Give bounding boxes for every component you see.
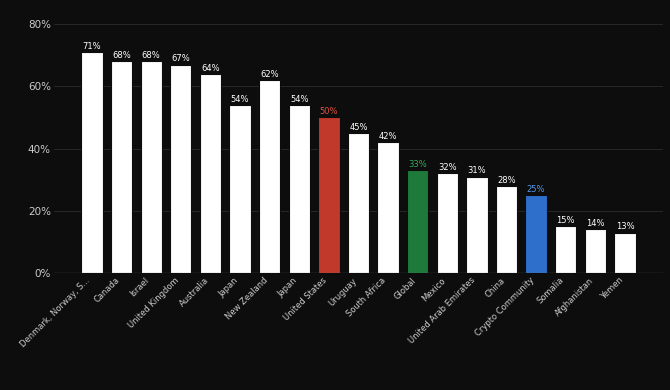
Text: 33%: 33% xyxy=(408,160,427,169)
Bar xyxy=(259,80,280,273)
Bar xyxy=(289,105,310,273)
Bar xyxy=(200,74,221,273)
Text: 54%: 54% xyxy=(290,95,308,104)
Text: 68%: 68% xyxy=(142,51,161,60)
Text: 42%: 42% xyxy=(379,132,397,141)
Bar xyxy=(229,105,251,273)
Text: 31%: 31% xyxy=(468,166,486,176)
Text: 13%: 13% xyxy=(616,222,634,231)
Bar xyxy=(318,117,340,273)
Bar xyxy=(585,229,606,273)
Bar xyxy=(81,52,103,273)
Text: 71%: 71% xyxy=(82,42,101,51)
Bar xyxy=(466,177,488,273)
Text: 25%: 25% xyxy=(527,185,545,194)
Text: 67%: 67% xyxy=(172,54,190,63)
Bar xyxy=(496,186,517,273)
Bar xyxy=(437,174,458,273)
Text: 32%: 32% xyxy=(438,163,456,172)
Text: 62%: 62% xyxy=(261,70,279,79)
Text: 68%: 68% xyxy=(112,51,131,60)
Bar xyxy=(525,195,547,273)
Bar xyxy=(407,170,428,273)
Bar xyxy=(555,226,576,273)
Bar xyxy=(348,133,369,273)
Text: 45%: 45% xyxy=(349,123,368,132)
Text: 50%: 50% xyxy=(320,107,338,116)
Bar xyxy=(111,62,132,273)
Bar xyxy=(614,232,636,273)
Text: 15%: 15% xyxy=(557,216,575,225)
Text: 64%: 64% xyxy=(201,64,220,73)
Text: 54%: 54% xyxy=(230,95,249,104)
Text: 14%: 14% xyxy=(586,219,604,228)
Bar xyxy=(170,65,192,273)
Bar xyxy=(141,62,162,273)
Text: 28%: 28% xyxy=(497,176,516,184)
Bar xyxy=(377,142,399,273)
